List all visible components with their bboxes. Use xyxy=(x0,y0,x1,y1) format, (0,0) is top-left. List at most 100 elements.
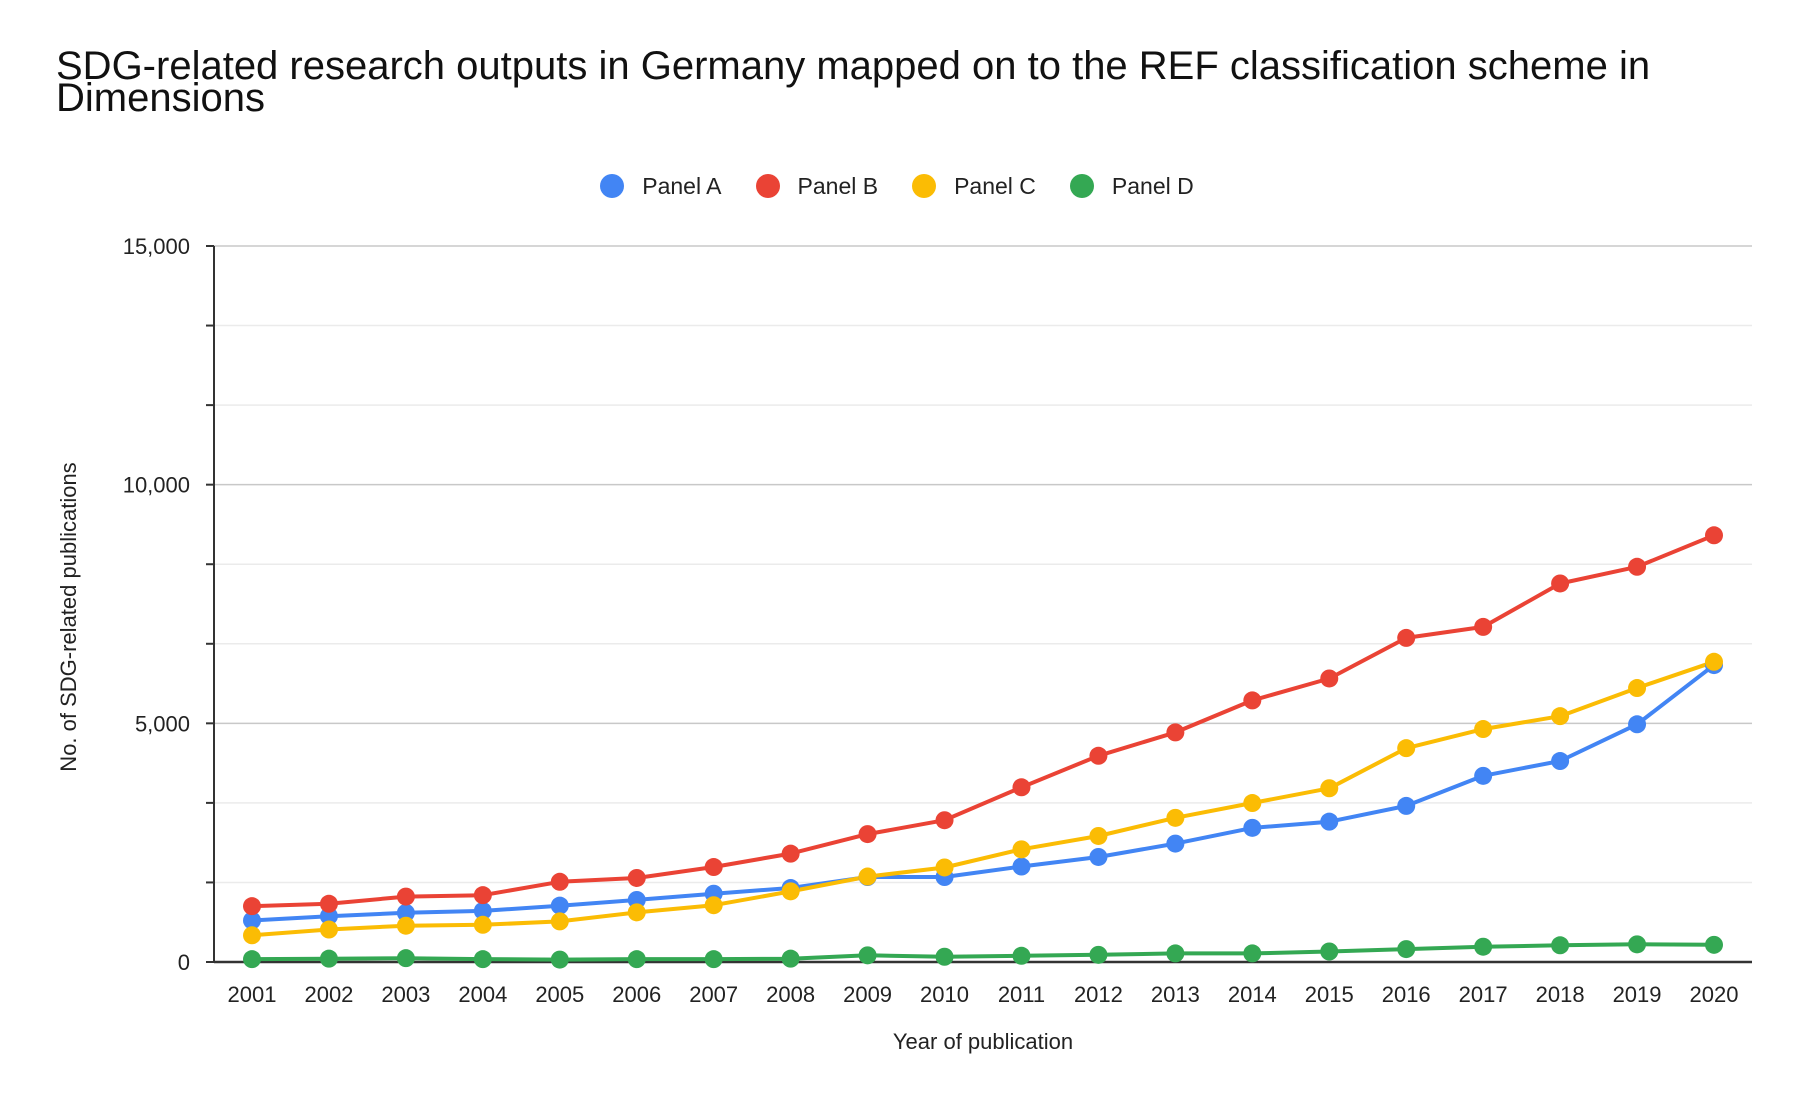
data-point-panel-d-2006 xyxy=(627,950,646,969)
series-line-panel-b xyxy=(250,533,1716,909)
chart-title: SDG-related research outputs in Germany … xyxy=(56,44,1651,120)
data-point-panel-a-2015 xyxy=(1320,812,1339,831)
series-line-panel-d xyxy=(250,942,1716,962)
data-point-panel-b-2018 xyxy=(1551,574,1570,593)
data-point-panel-c-2013 xyxy=(1166,808,1185,827)
data-point-panel-a-2013 xyxy=(1166,834,1185,853)
data-point-panel-c-2012 xyxy=(1089,826,1108,845)
legend-item-panel-b[interactable]: Panel B xyxy=(755,172,879,200)
data-point-panel-b-2008 xyxy=(781,844,800,863)
data-point-panel-d-2005 xyxy=(550,950,569,969)
data-point-panel-c-2001 xyxy=(243,926,261,945)
data-point-panel-b-2003 xyxy=(396,887,415,906)
x-tick-label-2004: 2004 xyxy=(458,982,507,1007)
data-point-panel-b-2016 xyxy=(1397,628,1416,647)
data-point-panel-b-2011 xyxy=(1012,778,1031,797)
x-tick-label-2010: 2010 xyxy=(920,982,969,1007)
data-point-panel-d-2008 xyxy=(781,949,800,968)
data-point-panel-c-2002 xyxy=(319,920,338,939)
data-point-panel-d-2001 xyxy=(243,950,261,969)
legend-item-panel-c[interactable]: Panel C xyxy=(912,173,1036,200)
x-tick-label-2006: 2006 xyxy=(612,982,661,1007)
data-point-panel-b-2012 xyxy=(1089,746,1108,765)
data-point-panel-d-2019 xyxy=(1628,935,1647,954)
data-point-panel-d-2004 xyxy=(473,950,492,969)
data-point-panel-c-2014 xyxy=(1243,794,1262,813)
x-tick-label-2014: 2014 xyxy=(1228,982,1277,1007)
x-tick-label-2008: 2008 xyxy=(766,982,815,1007)
data-point-panel-c-2008 xyxy=(781,882,800,901)
data-point-panel-a-2002 xyxy=(319,907,338,926)
data-point-panel-c-2004 xyxy=(473,915,492,934)
data-point-panel-c-2018 xyxy=(1551,707,1570,726)
x-tick-label-2009: 2009 xyxy=(843,982,892,1007)
x-tick-label-2001: 2001 xyxy=(228,982,277,1007)
data-point-panel-a-2011 xyxy=(1012,857,1031,876)
x-tick-label-2020: 2020 xyxy=(1690,982,1739,1007)
data-point-panel-c-2010 xyxy=(935,858,954,877)
data-point-panel-d-2003 xyxy=(396,949,415,968)
data-point-panel-c-2006 xyxy=(627,903,646,922)
legend-item-panel-d[interactable]: Panel D xyxy=(1069,172,1194,200)
y-tick-label: 5,000 xyxy=(135,711,190,736)
data-point-panel-d-2012 xyxy=(1089,945,1108,964)
data-point-panel-a-2001 xyxy=(243,911,261,930)
data-point-panel-a-2019 xyxy=(1628,715,1647,734)
data-point-panel-c-2009 xyxy=(858,867,877,886)
data-point-panel-d-2007 xyxy=(704,950,723,969)
data-point-panel-b-2006 xyxy=(627,868,646,887)
data-point-panel-b-2019 xyxy=(1628,557,1647,576)
x-tick-label-2018: 2018 xyxy=(1536,982,1585,1007)
data-point-panel-c-2011 xyxy=(1012,840,1031,859)
data-point-panel-d-2018 xyxy=(1551,936,1570,955)
data-point-panel-b-2017 xyxy=(1474,617,1493,636)
data-point-panel-c-2017 xyxy=(1474,720,1493,739)
data-point-panel-b-2009 xyxy=(858,825,877,844)
series-lines xyxy=(243,526,1723,969)
y-axis-title: No. of SDG-related publications xyxy=(56,462,81,771)
x-tick-label-2011: 2011 xyxy=(998,982,1045,1007)
legend-label-panel-d: Panel D xyxy=(1111,172,1194,199)
data-point-panel-c-2007 xyxy=(704,896,723,915)
legend-marker-panel-b xyxy=(755,174,780,198)
data-point-panel-a-2012 xyxy=(1089,847,1108,866)
x-tick-label-2012: 2012 xyxy=(1074,982,1123,1007)
data-point-panel-d-2010 xyxy=(935,947,954,966)
y-tick-label: 10,000 xyxy=(123,473,190,498)
series-line-panel-c xyxy=(250,659,1716,938)
legend-item-panel-a[interactable]: Panel A xyxy=(600,172,722,200)
legend-marker-panel-a xyxy=(600,174,625,198)
data-point-panel-d-2013 xyxy=(1166,944,1185,963)
data-point-panel-a-2016 xyxy=(1397,796,1416,815)
data-point-panel-b-2002 xyxy=(319,894,338,913)
data-point-panel-b-2005 xyxy=(550,872,569,891)
y-tick-label: 0 xyxy=(178,950,190,975)
data-point-panel-d-2011 xyxy=(1012,946,1031,965)
data-point-panel-c-2015 xyxy=(1320,779,1339,798)
data-point-panel-b-2013 xyxy=(1166,723,1185,742)
gridlines xyxy=(214,245,1752,884)
data-point-panel-b-2001 xyxy=(243,897,261,916)
data-point-panel-d-2002 xyxy=(319,949,338,968)
legend-label-panel-b: Panel B xyxy=(797,172,879,199)
legend-marker-panel-d xyxy=(1069,174,1094,198)
data-point-panel-d-2017 xyxy=(1474,937,1493,956)
data-point-panel-c-2016 xyxy=(1397,739,1416,758)
legend-label-panel-a: Panel A xyxy=(642,172,722,199)
x-tick-label-2013: 2013 xyxy=(1151,982,1200,1007)
tick-labels: 0 5,000 10,000 15,000 2001 2002 2003 2004 2005 20… xyxy=(123,234,1739,1007)
data-point-panel-c-2003 xyxy=(396,916,415,935)
series-line-panel-a xyxy=(250,663,1716,923)
data-point-panel-d-2016 xyxy=(1397,940,1416,959)
x-tick-label-2017: 2017 xyxy=(1459,982,1508,1007)
data-point-panel-b-2015 xyxy=(1320,669,1339,688)
data-point-panel-d-2015 xyxy=(1320,942,1339,961)
data-point-panel-b-2004 xyxy=(473,886,492,905)
x-tick-label-2003: 2003 xyxy=(381,982,430,1007)
x-tick-label-2015: 2015 xyxy=(1305,982,1354,1007)
data-point-panel-d-2020 xyxy=(1705,935,1723,954)
data-point-panel-a-2004 xyxy=(473,901,492,920)
data-point-panel-c-2020 xyxy=(1705,652,1723,671)
data-point-panel-c-2005 xyxy=(550,912,569,931)
